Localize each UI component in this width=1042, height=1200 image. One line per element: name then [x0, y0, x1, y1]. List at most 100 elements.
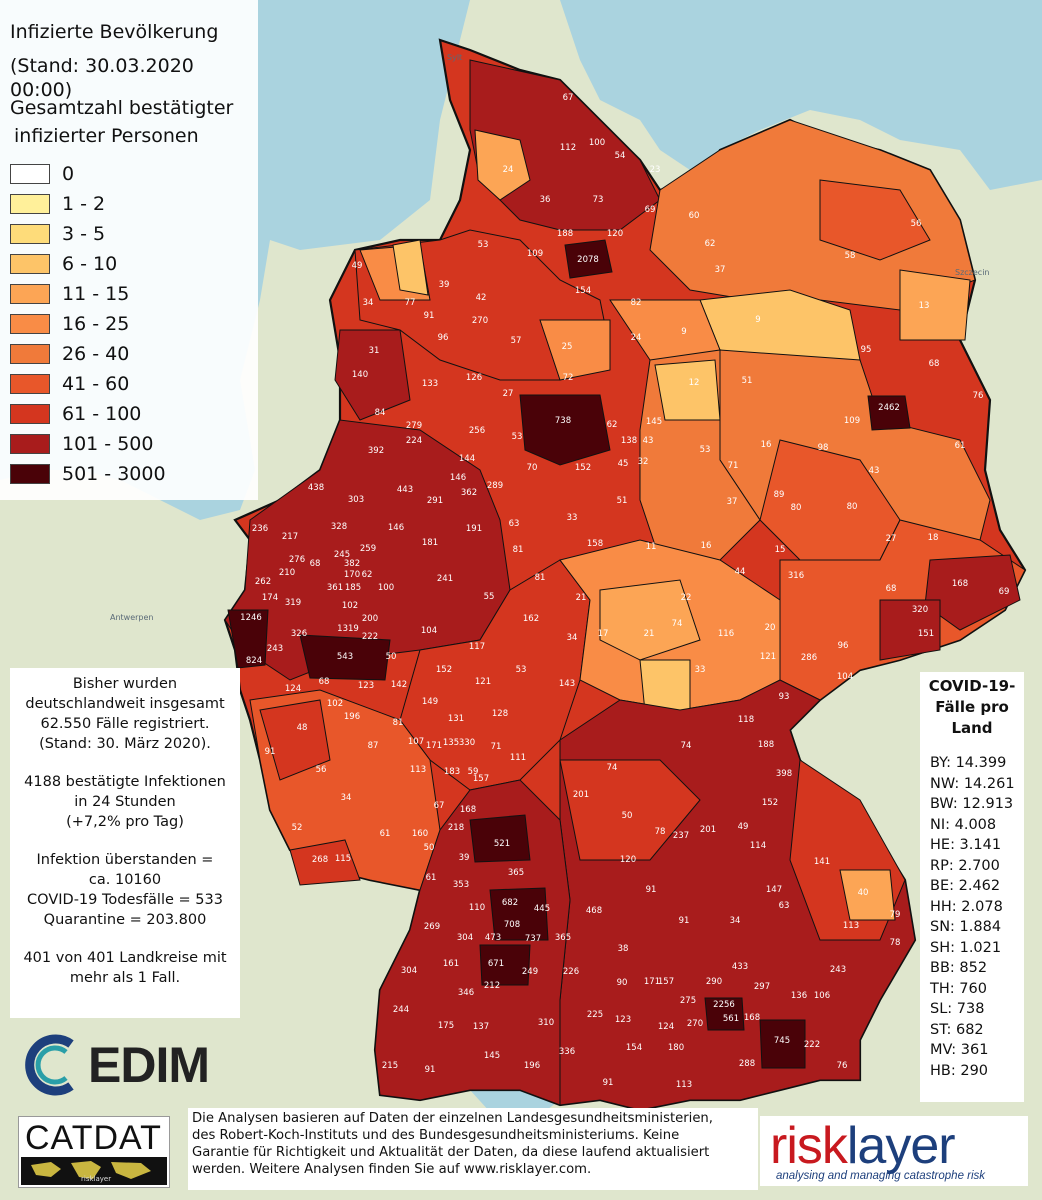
summary-line: deutschlandweit insgesamt	[25, 696, 225, 712]
district-case-label: 70	[527, 463, 538, 473]
district-case-label: 330	[459, 738, 475, 748]
district-case-label: 102	[342, 601, 358, 611]
district-case-label: 270	[472, 316, 488, 326]
district-case-label: 123	[358, 681, 374, 691]
district-case-label: 68	[929, 359, 940, 369]
district-case-label: 109	[844, 416, 860, 426]
region-uckermark	[899, 269, 971, 341]
district-case-label: 245	[334, 550, 350, 560]
district-case-label: 53	[478, 240, 489, 250]
district-case-label: 185	[345, 583, 361, 593]
cedim-ring-icon	[25, 1034, 74, 1096]
district-case-label: 34	[730, 916, 741, 926]
district-case-label: 56	[911, 219, 922, 229]
legend-swatch	[10, 404, 50, 424]
state-case-count: NW: 14.261	[930, 775, 1015, 792]
region-regen	[839, 869, 896, 921]
district-case-label: 361	[327, 583, 343, 593]
risklayer-logo: risklayer analysing and managing catastr…	[760, 1116, 1028, 1186]
district-case-label: 286	[801, 653, 817, 663]
catdat-wordmark: CATDAT	[25, 1119, 162, 1157]
district-case-label: 12	[689, 378, 700, 388]
summary-line: 62.550 Fälle registriert.	[40, 716, 210, 732]
district-case-label: 38	[618, 944, 629, 954]
district-case-label: 42	[476, 293, 487, 303]
district-case-label: 104	[837, 672, 853, 682]
state-case-count: BW: 12.913	[930, 796, 1014, 812]
district-case-label: 91	[603, 1078, 614, 1088]
district-case-label: 144	[459, 454, 475, 464]
legend-date: (Stand: 30.03.2020 00:00)	[10, 55, 194, 101]
district-case-label: 200	[362, 614, 378, 624]
district-case-label: 67	[563, 93, 574, 103]
district-case-label: 151	[918, 629, 934, 639]
district-case-label: 16	[701, 541, 712, 551]
state-case-count: SH: 1.021	[930, 939, 1002, 956]
district-case-label: 91	[425, 1065, 436, 1075]
legend-label: 41 - 60	[62, 373, 130, 395]
district-case-label: 143	[559, 679, 575, 689]
district-case-label: 290	[706, 977, 722, 987]
district-case-label: 269	[424, 922, 440, 932]
district-case-label: 62	[705, 239, 716, 249]
district-case-label: 243	[267, 644, 283, 654]
district-case-label: 50	[622, 811, 633, 821]
district-case-label: 146	[450, 473, 466, 483]
legend-panel: Infizierte Bevölkerung (Stand: 30.03.202…	[0, 0, 258, 500]
district-case-label: 74	[607, 763, 618, 773]
summary-line: in 24 Stunden	[74, 794, 176, 810]
district-case-label: 98	[818, 443, 829, 453]
district-case-label: 236	[252, 524, 268, 534]
disclaimer-line: des Robert-Koch-Instituts und des Bundes…	[192, 1128, 680, 1143]
district-case-label: 210	[279, 568, 295, 578]
district-case-label: 9	[681, 327, 686, 337]
region-tuebingen	[479, 944, 531, 986]
district-case-label: 328	[331, 522, 347, 532]
region-hamburg	[564, 239, 613, 279]
district-case-label: 24	[631, 333, 642, 343]
summary-line: Bisher wurden	[72, 676, 178, 692]
district-case-label: 212	[484, 981, 500, 991]
region-rp-west	[259, 699, 331, 781]
district-case-label: 365	[555, 933, 571, 943]
state-case-count: TH: 760	[930, 980, 987, 997]
district-case-label: 68	[319, 677, 330, 687]
state-case-count: HE: 3.141	[930, 837, 1002, 853]
legend-swatch	[10, 434, 50, 454]
district-case-label: 174	[262, 593, 278, 603]
region-heidekreis	[539, 319, 611, 381]
legend-swatch	[10, 194, 50, 214]
district-case-label: 21	[644, 629, 655, 639]
risklayer-wordmark-a: risk	[770, 1117, 848, 1175]
legend-swatch	[10, 224, 50, 244]
district-case-label: 170	[344, 570, 360, 580]
district-case-label: 128	[492, 709, 508, 719]
district-case-label: 106	[814, 991, 830, 1001]
district-case-label: 9	[755, 315, 760, 325]
legend-swatch	[10, 344, 50, 364]
district-case-label: 69	[645, 205, 656, 215]
district-case-label: 21	[576, 593, 587, 603]
district-case-label: 33	[567, 513, 578, 523]
district-case-label: 171	[426, 741, 442, 751]
district-case-label: 91	[265, 747, 276, 757]
legend-label: 101 - 500	[62, 433, 154, 455]
region-nordfriesland	[474, 129, 531, 201]
district-case-label: 168	[744, 1013, 760, 1023]
district-case-label: 60	[689, 211, 700, 221]
district-case-label: 96	[438, 333, 449, 343]
district-case-label: 71	[728, 461, 739, 471]
district-case-label: 74	[672, 619, 683, 629]
district-case-label: 445	[534, 904, 550, 914]
district-case-label: 297	[754, 982, 770, 992]
district-case-label: 133	[422, 379, 438, 389]
region-mecklenburg	[649, 119, 976, 311]
district-case-label: 138	[621, 436, 637, 446]
region-rosenheim	[759, 1019, 806, 1069]
district-case-label: 27	[886, 534, 897, 544]
district-case-label: 304	[401, 966, 417, 976]
district-case-label: 268	[312, 855, 328, 865]
legend-subtitle-2: infizierter Personen	[14, 125, 199, 147]
legend-label: 501 - 3000	[62, 463, 166, 485]
